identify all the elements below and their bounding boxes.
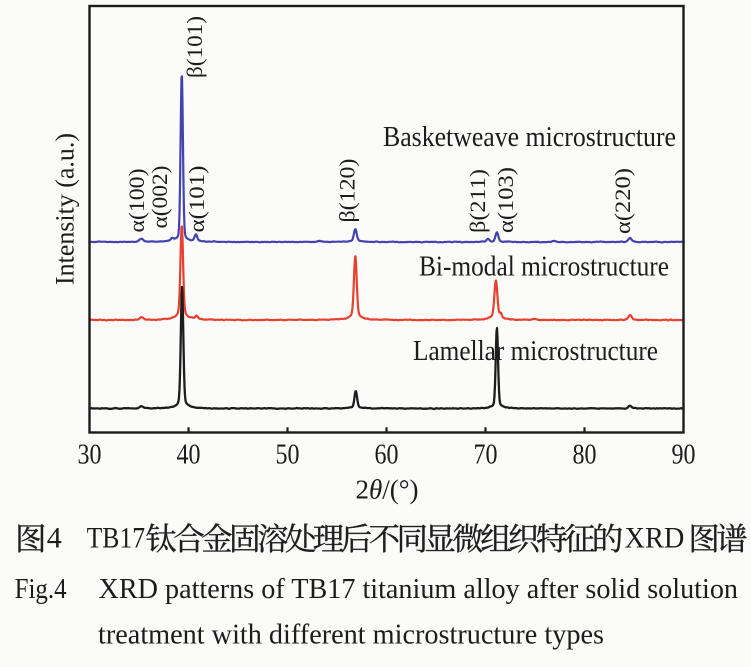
svg-text:Basketweave microstructure: Basketweave microstructure [383,122,676,153]
svg-text:Lamellar microstructure: Lamellar microstructure [413,336,658,367]
svg-text:XRD: XRD [625,522,685,555]
svg-text:β(101): β(101) [182,16,207,78]
svg-text:50: 50 [276,439,300,471]
svg-text:TB17: TB17 [87,522,146,555]
svg-text:60: 60 [375,439,399,471]
svg-text:40: 40 [177,439,201,471]
svg-text:Bi-modal microstructure: Bi-modal microstructure [419,252,669,283]
svg-text:70: 70 [474,439,498,471]
svg-text:2θ/(°): 2θ/(°) [355,475,418,505]
svg-text:80: 80 [573,439,597,471]
svg-text:α(101): α(101) [184,165,209,232]
svg-text:90: 90 [672,439,696,471]
svg-text:α(002): α(002) [147,166,172,229]
svg-text:α(103): α(103) [493,167,518,233]
svg-text:XRD patterns of TB17 titanium: XRD patterns of TB17 titanium alloy afte… [99,574,739,605]
svg-text:4: 4 [47,522,62,555]
svg-text:β(211): β(211) [465,169,490,233]
svg-text:α(220): α(220) [610,168,635,234]
svg-text:Intensity (a.u.): Intensity (a.u.) [51,133,80,285]
svg-text:β(120): β(120) [335,159,360,223]
svg-text:α(100): α(100) [124,169,149,233]
svg-text:30: 30 [78,439,102,471]
svg-text:treatment with different micro: treatment with different microstructure … [98,620,604,651]
svg-text:Fig.4: Fig.4 [15,574,67,605]
